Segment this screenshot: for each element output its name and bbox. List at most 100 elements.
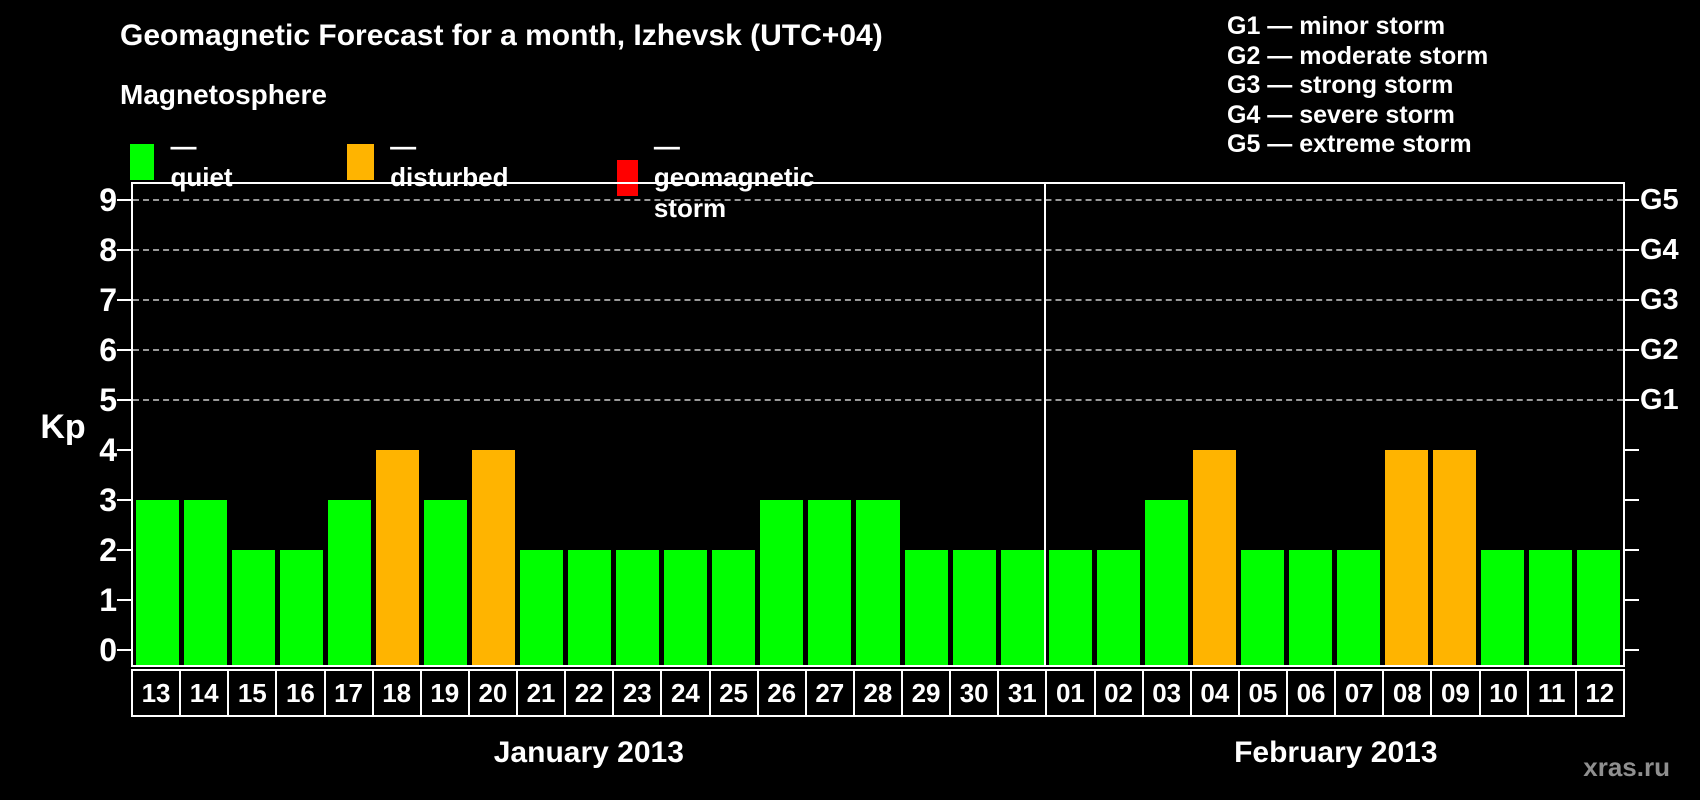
- right-tick-5: [1625, 399, 1639, 401]
- day-cell-18: 18: [371, 669, 422, 717]
- day-cell-26: 26: [756, 669, 807, 717]
- left-tick-1: [117, 599, 131, 601]
- day-cell-01: 01: [1045, 669, 1096, 717]
- legend-item-quiet: — quiet: [130, 131, 241, 193]
- kp-bar-04: [1192, 450, 1236, 665]
- day-cell-10: 10: [1478, 669, 1529, 717]
- kp-bar-09: [1433, 450, 1477, 665]
- storm-scale-item-g5: G5 — extreme storm: [1227, 130, 1472, 159]
- g-scale-label-g2: G2: [1640, 334, 1679, 366]
- kp-bar-25: [712, 550, 756, 665]
- g-scale-label-g1: G1: [1640, 384, 1679, 416]
- storm-scale-item-g4: G4 — severe storm: [1227, 100, 1455, 129]
- day-cell-09: 09: [1430, 669, 1481, 717]
- day-cell-03: 03: [1141, 669, 1192, 717]
- chart-title: Geomagnetic Forecast for a month, Izhevs…: [120, 19, 883, 52]
- month-label-february: February 2013: [1234, 736, 1438, 769]
- kp-bar-16: [279, 550, 323, 665]
- kp-bar-23: [616, 550, 660, 665]
- day-cell-11: 11: [1526, 669, 1577, 717]
- right-tick-7: [1625, 299, 1639, 301]
- y-tick-label-2: 2: [99, 532, 117, 568]
- gridline-kp8: [133, 249, 1623, 251]
- day-cell-25: 25: [708, 669, 759, 717]
- left-tick-5: [117, 399, 131, 401]
- g-scale-label-g5: G5: [1640, 184, 1679, 216]
- gridline-kp9: [133, 199, 1623, 201]
- gridline-kp5: [133, 399, 1623, 401]
- g-scale-label-g3: G3: [1640, 284, 1679, 316]
- watermark: xras.ru: [1583, 752, 1670, 782]
- legend-item-disturbed: — disturbed: [347, 131, 514, 193]
- y-tick-label-0: 0: [99, 632, 117, 668]
- y-axis-title: Kp: [40, 408, 86, 446]
- day-cell-23: 23: [612, 669, 663, 717]
- day-cell-20: 20: [467, 669, 518, 717]
- day-cell-19: 19: [419, 669, 470, 717]
- legend-label-disturbed: — disturbed: [390, 131, 509, 192]
- day-cell-02: 02: [1093, 669, 1144, 717]
- kp-bar-08: [1385, 450, 1429, 665]
- gridline-kp7: [133, 299, 1623, 301]
- kp-bar-03: [1144, 500, 1188, 665]
- left-tick-3: [117, 499, 131, 501]
- legend-item-storm: — geomagnetic storm: [617, 131, 826, 224]
- day-cell-07: 07: [1334, 669, 1385, 717]
- kp-bar-17: [327, 500, 371, 665]
- kp-bar-14: [183, 500, 227, 665]
- day-cell-06: 06: [1286, 669, 1337, 717]
- day-cell-13: 13: [131, 669, 182, 717]
- month-divider-line: [1044, 184, 1046, 665]
- right-tick-8: [1625, 249, 1639, 251]
- day-cell-15: 15: [227, 669, 278, 717]
- storm-scale-item-g3: G3 — strong storm: [1227, 71, 1454, 100]
- day-cell-31: 31: [997, 669, 1048, 717]
- day-cell-27: 27: [804, 669, 855, 717]
- kp-bar-29: [904, 550, 948, 665]
- kp-bar-30: [952, 550, 996, 665]
- y-tick-label-4: 4: [99, 432, 117, 468]
- kp-bar-19: [423, 500, 467, 665]
- kp-bar-11: [1529, 550, 1573, 665]
- kp-bar-15: [231, 550, 275, 665]
- kp-bar-05: [1240, 550, 1285, 665]
- left-tick-0: [117, 649, 131, 651]
- kp-bar-22: [568, 550, 612, 665]
- day-cell-21: 21: [516, 669, 567, 717]
- day-cell-24: 24: [660, 669, 711, 717]
- right-tick-3: [1625, 499, 1639, 501]
- kp-bar-01: [1048, 550, 1092, 665]
- right-tick-4: [1625, 449, 1639, 451]
- kp-bar-20: [471, 450, 515, 665]
- y-tick-label-6: 6: [99, 332, 117, 368]
- y-tick-label-7: 7: [99, 282, 117, 318]
- day-cell-30: 30: [949, 669, 1000, 717]
- y-tick-label-3: 3: [99, 482, 117, 518]
- plot-area: [131, 182, 1625, 667]
- day-cell-17: 17: [323, 669, 374, 717]
- y-tick-label-9: 9: [99, 182, 117, 218]
- kp-bar-10: [1481, 550, 1525, 665]
- y-tick-label-8: 8: [99, 232, 117, 268]
- left-tick-6: [117, 349, 131, 351]
- day-cell-14: 14: [179, 669, 230, 717]
- left-tick-2: [117, 549, 131, 551]
- left-tick-9: [117, 199, 131, 201]
- day-cell-05: 05: [1237, 669, 1288, 717]
- right-tick-2: [1625, 549, 1639, 551]
- kp-bar-28: [856, 500, 900, 665]
- right-tick-9: [1625, 199, 1639, 201]
- storm-scale-legend: G1 — minor storm G2 — moderate storm G3 …: [1227, 12, 1488, 160]
- kp-bar-02: [1096, 550, 1140, 665]
- day-cell-04: 04: [1189, 669, 1240, 717]
- kp-bar-21: [520, 550, 564, 665]
- right-tick-6: [1625, 349, 1639, 351]
- day-cell-12: 12: [1574, 669, 1625, 717]
- y-tick-label-1: 1: [99, 582, 117, 618]
- month-label-january: January 2013: [493, 736, 684, 769]
- kp-bar-06: [1289, 550, 1333, 665]
- gridline-kp6: [133, 349, 1623, 351]
- kp-bar-12: [1577, 550, 1621, 665]
- left-tick-4: [117, 449, 131, 451]
